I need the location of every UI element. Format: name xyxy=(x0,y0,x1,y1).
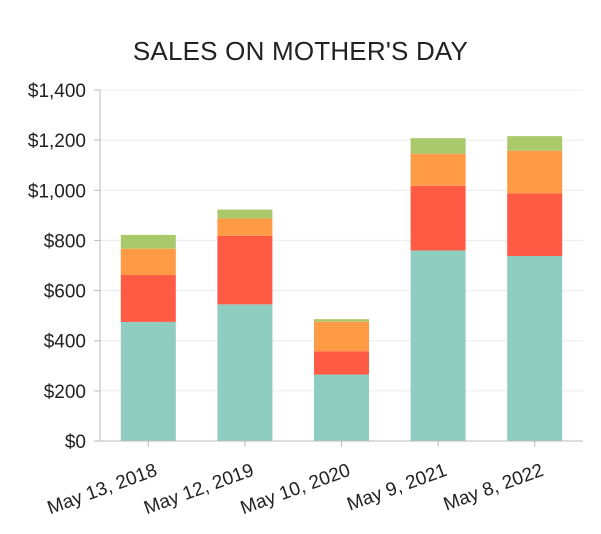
bar-segment xyxy=(507,193,563,256)
y-tick-label: $800 xyxy=(44,231,86,252)
bar-segment xyxy=(217,304,273,441)
bar-segment xyxy=(217,209,273,219)
y-tick-label: $1,400 xyxy=(28,81,86,102)
x-tick-label: May 10, 2020 xyxy=(238,460,353,519)
y-tick-label: $200 xyxy=(44,382,86,403)
y-tick-label: $1,200 xyxy=(28,131,86,152)
y-tick-labels: $0 $200 $400 $600 $800 $1,000 $1,200 $1,400 xyxy=(28,81,86,453)
bar-segment xyxy=(410,185,466,251)
bar-segment xyxy=(217,218,273,236)
bar-segment xyxy=(120,248,176,276)
y-tick-label: $0 xyxy=(65,432,86,453)
bar-segment xyxy=(507,136,563,151)
bar-segment xyxy=(410,138,466,154)
bar-segment xyxy=(314,321,369,352)
bar-segment xyxy=(217,235,273,305)
bar-segment xyxy=(314,374,369,441)
bar-segment xyxy=(410,153,466,186)
bar-segment xyxy=(507,255,563,441)
x-tick-label: May 8, 2022 xyxy=(441,460,546,516)
x-tick-label: May 13, 2018 xyxy=(45,460,160,519)
bar-segment xyxy=(314,351,369,375)
bar-segment xyxy=(120,234,176,249)
x-tick-label: May 9, 2021 xyxy=(344,460,449,516)
y-tick-label: $1,000 xyxy=(28,181,86,202)
bar-segment xyxy=(120,321,176,441)
x-tick-label: May 12, 2019 xyxy=(141,460,256,519)
bars-layer xyxy=(120,136,563,441)
chart-title: SALES ON MOTHER'S DAY xyxy=(132,36,469,66)
axis-layer xyxy=(94,89,583,447)
bar-segment xyxy=(507,150,563,194)
bar-segment xyxy=(120,275,176,322)
y-tick-label: $600 xyxy=(44,282,86,303)
y-tick-label: $400 xyxy=(44,332,86,353)
bar-segment xyxy=(314,319,369,322)
bar-segment xyxy=(410,250,466,441)
